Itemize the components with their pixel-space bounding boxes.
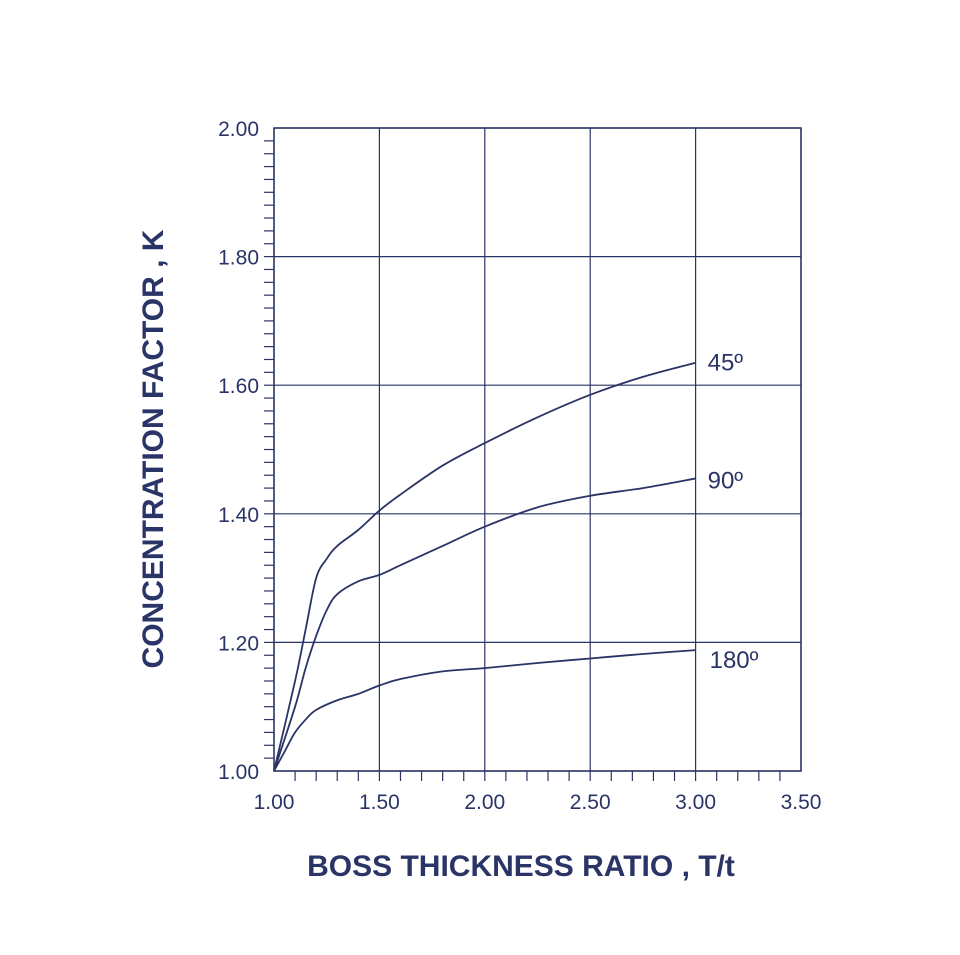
y-tick-label: 1.40 [218,504,259,527]
y-tick-label: 1.60 [218,375,259,398]
x-tick-label: 3.50 [781,791,822,814]
grid [273,127,802,772]
x-tick-label: 1.00 [254,791,295,814]
y-tick-label: 1.80 [218,247,259,270]
series-label: 90º [708,467,744,494]
series-lines [273,361,696,772]
y-axis-title: CONCENTRATION FACTOR , K [137,229,170,668]
series-line-1 [273,361,696,772]
y-tick-label: 1.20 [218,632,259,655]
x-tick-labels: 1.00 1.50 2.00 2.50 3.00 3.50 [254,791,822,814]
minor-ticks [264,140,781,781]
x-tick-label: 3.00 [675,791,716,814]
x-tick-label: 2.00 [464,791,505,814]
x-tick-label: 1.50 [359,791,400,814]
series-line-2 [273,477,696,772]
y-tick-label: 2.00 [218,118,259,141]
series-line-3 [273,649,696,772]
series-label: 45º [708,350,744,377]
y-tick-labels: 1.00 1.20 1.40 1.60 1.80 2.00 [218,118,259,784]
series-label: 180º [710,647,759,674]
x-axis-title: BOSS THICKNESS RATIO , T/t [307,850,735,883]
y-tick-label: 1.00 [218,761,259,784]
x-tick-label: 2.50 [570,791,611,814]
plot-frame [273,127,802,772]
series-labels: 45º 90º 180º [708,350,759,674]
